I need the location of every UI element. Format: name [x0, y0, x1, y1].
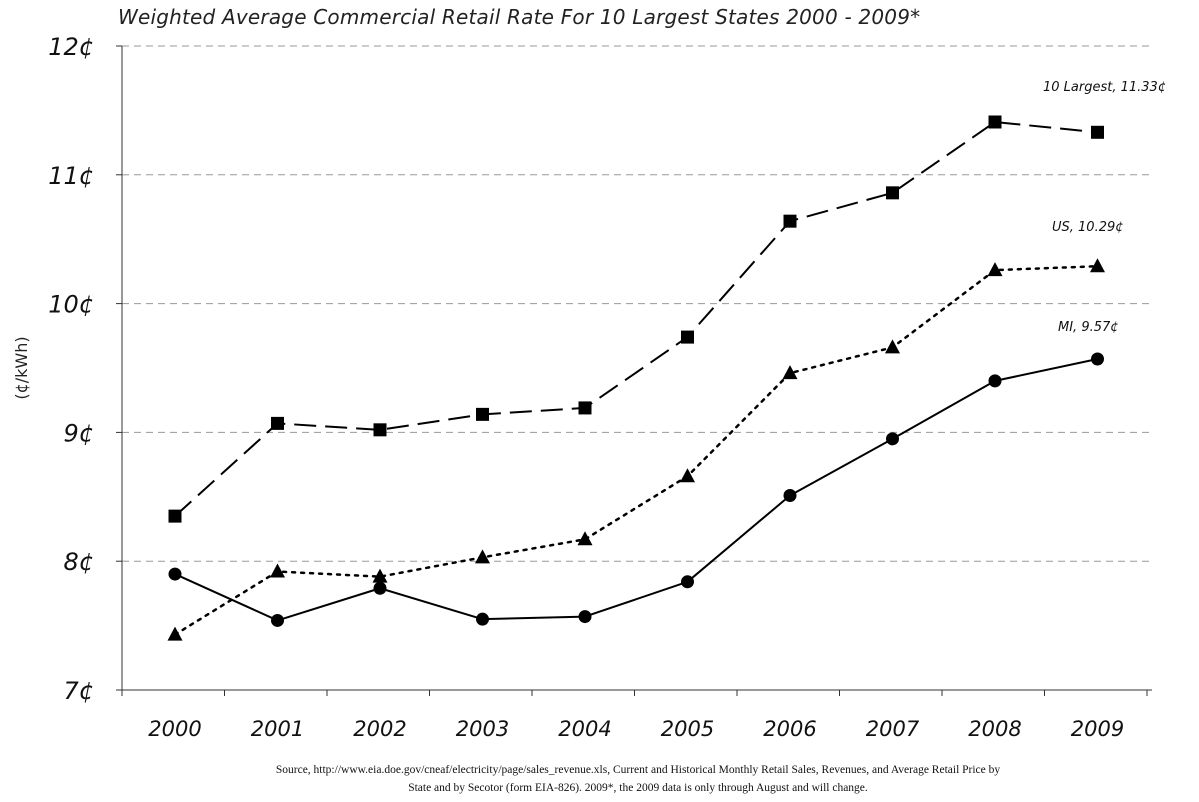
data-point-mi — [578, 610, 592, 624]
x-tick-label: 2004 — [558, 717, 611, 741]
data-point-us — [577, 531, 593, 546]
data-point-us — [475, 549, 490, 564]
data-point-largest — [578, 401, 592, 415]
y-tick-label: 12¢ — [48, 33, 94, 61]
data-point-mi — [783, 489, 797, 503]
data-point-us — [680, 468, 695, 483]
data-point-us — [885, 339, 900, 354]
x-tick-label: 2001 — [251, 717, 304, 741]
data-point-us — [1090, 258, 1105, 273]
series-end-label-10-largest: 10 Largest, 11.33¢ — [1043, 80, 1166, 95]
data-point-us — [167, 626, 183, 641]
y-tick-labels: 7¢ 8¢ 9¢ 10¢ 11¢ 12¢ — [48, 33, 94, 705]
x-tick-label: 2003 — [456, 717, 509, 741]
y-tick-label: 10¢ — [48, 291, 94, 319]
axes — [116, 45, 1152, 696]
data-point-mi — [1091, 352, 1104, 366]
data-point-us — [372, 568, 388, 583]
data-point-largest — [373, 423, 387, 437]
y-tick-label: 8¢ — [63, 548, 94, 576]
data-point-mi — [886, 432, 899, 446]
x-tick-label: 2006 — [763, 717, 816, 741]
grid-lines — [122, 45, 1152, 562]
series-line-mi — [174, 358, 1098, 622]
y-tick-label: 9¢ — [63, 419, 94, 447]
data-point-largest — [476, 407, 489, 421]
data-point-largest — [168, 509, 182, 523]
data-point-largest — [681, 330, 694, 344]
source-note-line-1: Source, http://www.eia.doe.gov/cneaf/ele… — [276, 764, 1001, 776]
x-tick-labels: 2000 2001 2002 2003 2004 2005 2006 2007 2008 2009 — [148, 717, 1124, 741]
series-line-largest — [174, 120, 1098, 517]
x-tick-label: 2000 — [148, 717, 201, 741]
chart-title: Weighted Average Commercial Retail Rate … — [118, 5, 920, 29]
x-tick-label: 2005 — [661, 717, 714, 741]
data-point-mi — [373, 581, 387, 595]
data-point-largest — [988, 115, 1002, 129]
y-tick-label: 7¢ — [63, 677, 94, 705]
data-point-us — [270, 563, 285, 578]
y-axis-label: (¢/kWh) — [12, 336, 31, 399]
data-point-mi — [681, 575, 694, 589]
series-line-us — [173, 264, 1099, 636]
data-point-mi — [271, 613, 284, 627]
data-point-largest — [1091, 125, 1104, 139]
x-tick-label: 2002 — [353, 717, 406, 741]
x-tick-label: 2007 — [866, 717, 920, 741]
series-end-label-us: US, 10.29¢ — [1052, 220, 1124, 235]
data-point-largest — [886, 186, 899, 200]
y-tick-label: 11¢ — [48, 162, 94, 190]
source-note-line-2: State and by Secotor (form EIA-826). 200… — [408, 782, 868, 794]
data-point-largest — [271, 416, 284, 430]
x-tick-label: 2008 — [968, 717, 1021, 741]
data-point-largest — [783, 214, 797, 228]
data-point-mi — [168, 567, 182, 581]
series-lines — [173, 120, 1099, 636]
data-point-us — [782, 365, 798, 380]
series-markers — [167, 115, 1105, 641]
data-point-us — [987, 262, 1003, 277]
data-point-mi — [988, 374, 1002, 388]
x-tick-label: 2009 — [1071, 717, 1124, 741]
data-point-mi — [476, 612, 489, 626]
series-end-label-mi: MI, 9.57¢ — [1058, 320, 1119, 335]
